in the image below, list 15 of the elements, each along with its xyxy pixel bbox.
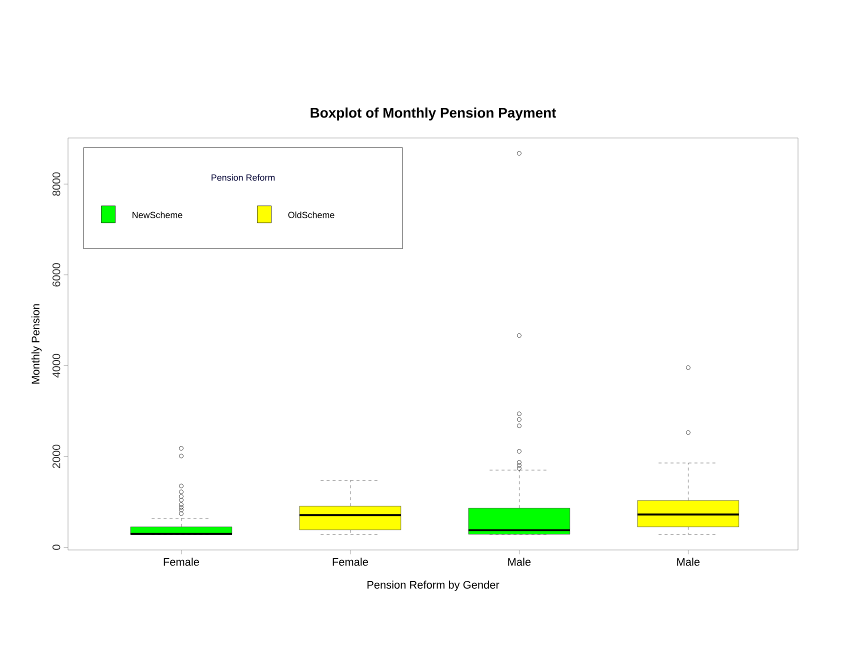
x-tick-label: Male <box>508 558 531 566</box>
x-tick-label: Male <box>677 558 700 566</box>
y-tick-label: 6000 <box>52 263 60 286</box>
x-axis-title: Pension Reform by Gender <box>368 580 500 591</box>
x-tick-label: Female <box>332 558 368 566</box>
legend-label: OldScheme <box>288 212 334 218</box>
x-tick-label: Female <box>164 558 200 566</box>
y-tick-label: 8000 <box>52 172 60 196</box>
y-axis-title: Monthly Pension <box>31 304 42 384</box>
legend-label: NewScheme <box>132 212 182 218</box>
chart-title: Boxplot of Monthly Pension Payment <box>310 107 556 120</box>
y-tick-label: 2000 <box>52 444 60 468</box>
legend-title: Pension Reform <box>212 174 275 181</box>
y-tick-label: 0 <box>52 544 60 550</box>
y-tick-label: 4000 <box>52 354 60 378</box>
